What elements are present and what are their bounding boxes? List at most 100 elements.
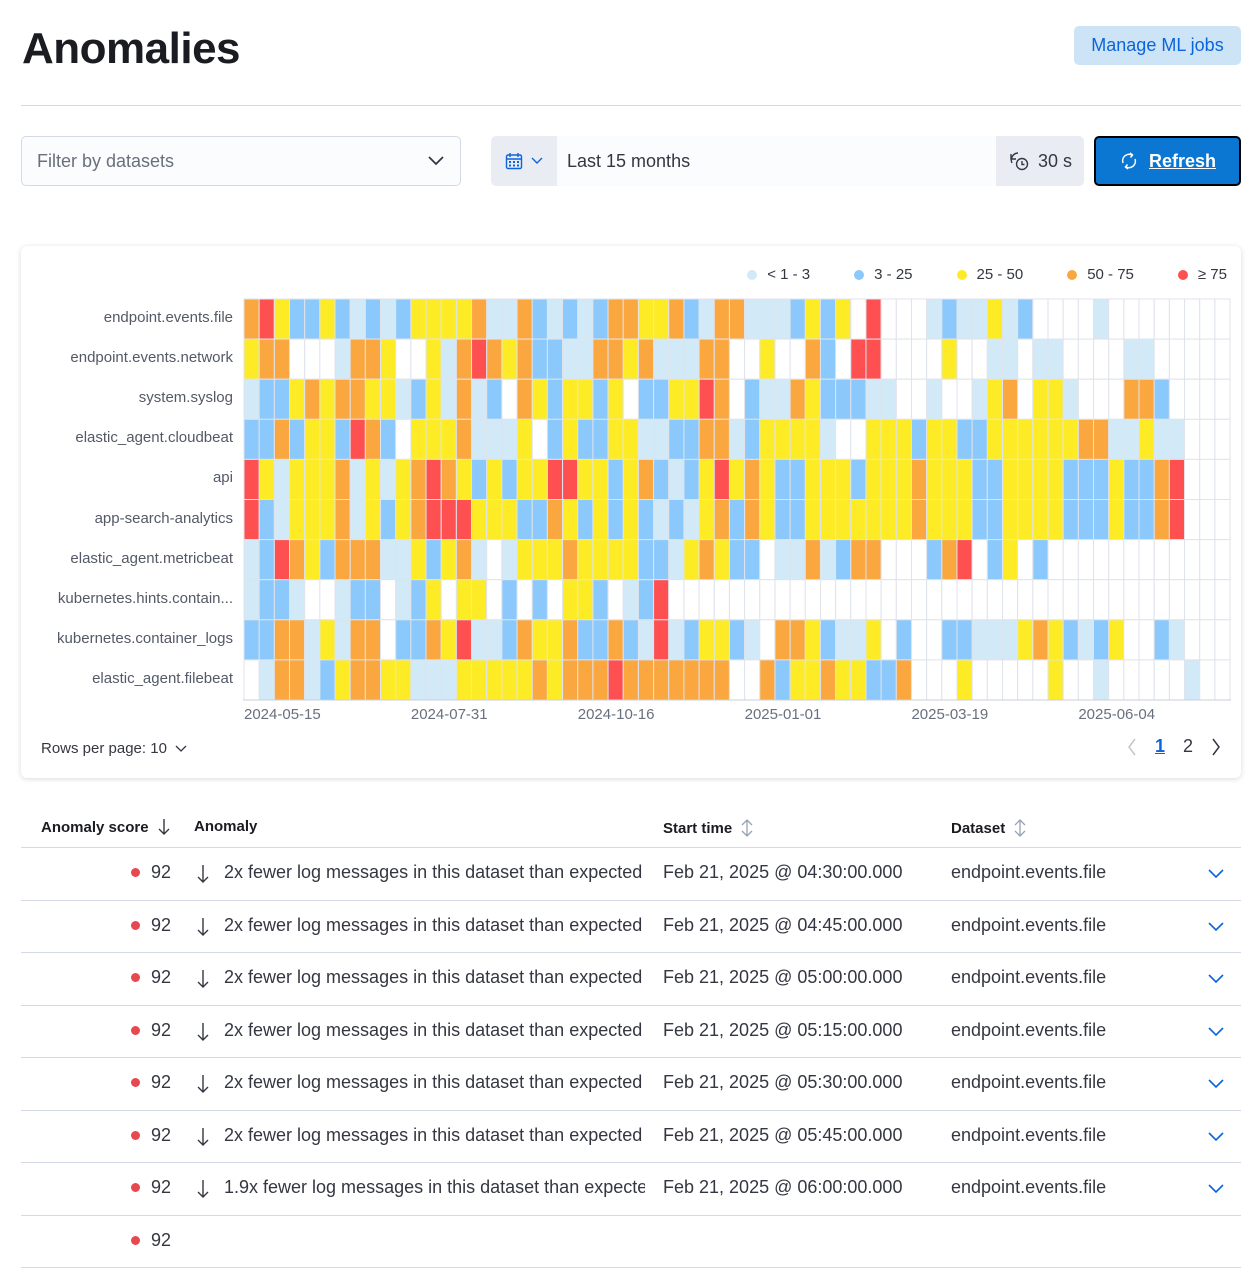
- heatmap-cell[interactable]: [547, 580, 562, 620]
- heatmap-cell[interactable]: [1003, 500, 1018, 540]
- heatmap-cell[interactable]: [638, 459, 653, 499]
- heatmap-cell[interactable]: [244, 540, 259, 580]
- heatmap-cell[interactable]: [1003, 620, 1018, 660]
- heatmap-cell[interactable]: [881, 379, 896, 419]
- heatmap-cell[interactable]: [1094, 620, 1109, 660]
- heatmap-cell[interactable]: [502, 580, 517, 620]
- heatmap-cell[interactable]: [1048, 500, 1063, 540]
- heatmap-cell[interactable]: [274, 339, 289, 379]
- heatmap-cell[interactable]: [745, 580, 760, 620]
- heatmap-cell[interactable]: [1124, 540, 1139, 580]
- heatmap-cell[interactable]: [456, 339, 471, 379]
- heatmap-cell[interactable]: [517, 540, 532, 580]
- heatmap-cell[interactable]: [911, 299, 926, 339]
- heatmap-cell[interactable]: [472, 459, 487, 499]
- heatmap-cell[interactable]: [654, 500, 669, 540]
- heatmap-cell[interactable]: [593, 540, 608, 580]
- heatmap-cell[interactable]: [957, 620, 972, 660]
- heatmap-cell[interactable]: [805, 379, 820, 419]
- heatmap-cell[interactable]: [350, 379, 365, 419]
- heatmap-cell[interactable]: [426, 339, 441, 379]
- heatmap-cell[interactable]: [623, 660, 638, 700]
- heatmap-cell[interactable]: [790, 299, 805, 339]
- heatmap-cell[interactable]: [608, 299, 623, 339]
- heatmap-cell[interactable]: [714, 459, 729, 499]
- heatmap-cell[interactable]: [290, 299, 305, 339]
- heatmap-cell[interactable]: [290, 419, 305, 459]
- heatmap-cell[interactable]: [456, 379, 471, 419]
- heatmap-cell[interactable]: [1185, 620, 1200, 660]
- heatmap-cell[interactable]: [1185, 379, 1200, 419]
- heatmap-cell[interactable]: [654, 540, 669, 580]
- heatmap-cell[interactable]: [972, 540, 987, 580]
- heatmap-cell[interactable]: [714, 299, 729, 339]
- heatmap-cell[interactable]: [942, 620, 957, 660]
- heatmap-cell[interactable]: [350, 660, 365, 700]
- heatmap-cell[interactable]: [851, 580, 866, 620]
- heatmap-cell[interactable]: [760, 459, 775, 499]
- heatmap-cell[interactable]: [729, 500, 744, 540]
- heatmap-cell[interactable]: [654, 620, 669, 660]
- heatmap-cell[interactable]: [1094, 419, 1109, 459]
- heatmap-cell[interactable]: [502, 459, 517, 499]
- heatmap-cell[interactable]: [1215, 500, 1230, 540]
- heatmap-cell[interactable]: [608, 540, 623, 580]
- heatmap-cell[interactable]: [290, 580, 305, 620]
- heatmap-cell[interactable]: [1139, 660, 1154, 700]
- heatmap-cell[interactable]: [684, 299, 699, 339]
- heatmap-cell[interactable]: [396, 459, 411, 499]
- heatmap-cell[interactable]: [1185, 580, 1200, 620]
- heatmap-cell[interactable]: [426, 299, 441, 339]
- heatmap-cell[interactable]: [350, 459, 365, 499]
- heatmap-cell[interactable]: [1109, 419, 1124, 459]
- heatmap-cell[interactable]: [775, 580, 790, 620]
- heatmap-cell[interactable]: [320, 419, 335, 459]
- heatmap-cell[interactable]: [381, 580, 396, 620]
- heatmap-cell[interactable]: [760, 379, 775, 419]
- heatmap-cell[interactable]: [1215, 660, 1230, 700]
- heatmap-cell[interactable]: [487, 500, 502, 540]
- heatmap-cell[interactable]: [1048, 620, 1063, 660]
- heatmap-cell[interactable]: [669, 620, 684, 660]
- heatmap-cell[interactable]: [927, 660, 942, 700]
- heatmap-cell[interactable]: [487, 419, 502, 459]
- heatmap-cell[interactable]: [1018, 580, 1033, 620]
- heatmap-cell[interactable]: [350, 500, 365, 540]
- heatmap-cell[interactable]: [957, 379, 972, 419]
- heatmap-cell[interactable]: [259, 500, 274, 540]
- heatmap-cell[interactable]: [1033, 339, 1048, 379]
- heatmap-cell[interactable]: [1124, 339, 1139, 379]
- heatmap-cell[interactable]: [532, 540, 547, 580]
- chevron-right-icon[interactable]: [1211, 738, 1221, 756]
- heatmap-cell[interactable]: [942, 540, 957, 580]
- heatmap-cell[interactable]: [547, 379, 562, 419]
- heatmap-cell[interactable]: [350, 620, 365, 660]
- heatmap-cell[interactable]: [350, 419, 365, 459]
- heatmap-cell[interactable]: [775, 379, 790, 419]
- heatmap-cell[interactable]: [1094, 459, 1109, 499]
- heatmap-cell[interactable]: [365, 299, 380, 339]
- heatmap-cell[interactable]: [365, 580, 380, 620]
- heatmap-cell[interactable]: [896, 580, 911, 620]
- heatmap-cell[interactable]: [790, 459, 805, 499]
- table-row[interactable]: 92 2x fewer log messages in this dataset…: [21, 848, 1241, 901]
- heatmap-cell[interactable]: [320, 299, 335, 339]
- heatmap-cell[interactable]: [1185, 419, 1200, 459]
- heatmap-cell[interactable]: [1154, 500, 1169, 540]
- heatmap-cell[interactable]: [381, 379, 396, 419]
- heatmap-cell[interactable]: [987, 500, 1002, 540]
- heatmap-cell[interactable]: [1078, 620, 1093, 660]
- heatmap-cell[interactable]: [1018, 500, 1033, 540]
- heatmap-cell[interactable]: [487, 299, 502, 339]
- heatmap-cell[interactable]: [1063, 620, 1078, 660]
- heatmap-cell[interactable]: [411, 299, 426, 339]
- heatmap-cell[interactable]: [244, 419, 259, 459]
- heatmap-cell[interactable]: [805, 540, 820, 580]
- heatmap-cell[interactable]: [517, 500, 532, 540]
- heatmap-cell[interactable]: [942, 500, 957, 540]
- heatmap-cell[interactable]: [820, 580, 835, 620]
- heatmap-cell[interactable]: [547, 419, 562, 459]
- heatmap-cell[interactable]: [1094, 540, 1109, 580]
- heatmap-cell[interactable]: [1124, 620, 1139, 660]
- heatmap-cell[interactable]: [896, 459, 911, 499]
